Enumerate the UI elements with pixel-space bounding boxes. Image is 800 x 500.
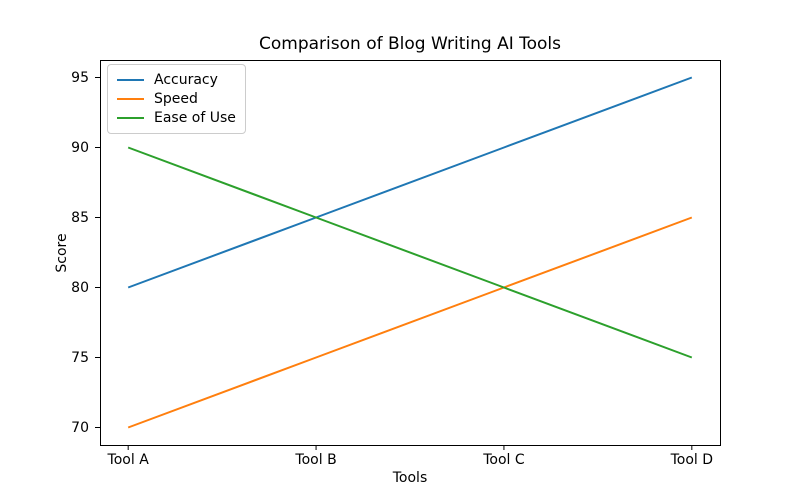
y-tick-label: 85 xyxy=(71,209,89,226)
series-line-speed xyxy=(127,216,693,429)
legend-item: Accuracy xyxy=(117,72,236,88)
legend-item: Speed xyxy=(117,91,236,107)
x-tick-label: Tool A xyxy=(107,452,149,468)
series-line-ease-of-use xyxy=(127,146,693,359)
legend-label: Ease of Use xyxy=(154,110,236,126)
y-tick-label: 90 xyxy=(71,139,89,156)
x-axis-label: Tools xyxy=(392,470,428,486)
x-tick-label: Tool B xyxy=(295,452,337,468)
y-tick-label: 80 xyxy=(71,279,89,296)
chart-title: Comparison of Blog Writing AI Tools xyxy=(259,34,561,54)
y-tick-label: 75 xyxy=(71,349,89,366)
y-tick-label: 70 xyxy=(71,419,89,436)
legend-swatch xyxy=(117,79,144,81)
legend-label: Speed xyxy=(154,91,198,107)
y-axis-label: Score xyxy=(54,233,70,273)
y-tick-label: 95 xyxy=(71,69,89,86)
legend-swatch xyxy=(117,98,144,100)
series-line-accuracy xyxy=(127,76,693,289)
legend-label: Accuracy xyxy=(154,72,218,88)
x-tick-label: Tool C xyxy=(483,452,525,468)
legend: Accuracy Speed Ease of Use xyxy=(107,64,246,134)
legend-item: Ease of Use xyxy=(117,110,236,126)
legend-swatch xyxy=(117,117,144,119)
x-tick-label: Tool D xyxy=(670,452,714,468)
